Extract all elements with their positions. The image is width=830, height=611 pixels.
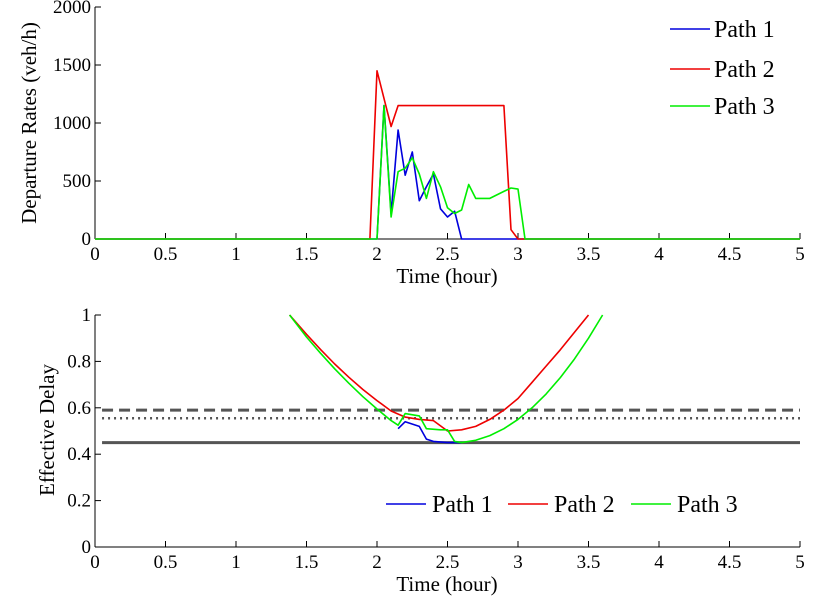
chart1-xtick-label-5: 2.5 [436, 244, 460, 265]
departure-rates-chart: 0 0.5 1 1.5 2 2.5 3 3.5 4 4.5 5 0 500 1000 1500 2000 Ti… [17, 0, 805, 288]
chart1-series [95, 70, 800, 240]
chart1-ytick-label-1: 500 [63, 171, 92, 192]
chart1-xtick-label-2: 1 [231, 244, 241, 265]
chart2-xlabel: Time (hour) [396, 572, 497, 596]
chart2-xtick-label-1: 0.5 [154, 552, 178, 573]
chart2-legend-label-path1: Path 1 [432, 492, 493, 518]
chart1-xlabel: Time (hour) [396, 264, 497, 288]
chart2-xtick-label-7: 3.5 [577, 552, 601, 573]
chart1-series-path2 [95, 70, 800, 240]
chart2-ytick-label-3: 0.6 [67, 398, 91, 419]
chart1-legend-label-path2: Path 2 [714, 57, 775, 83]
chart2-series-path2 [288, 314, 590, 432]
chart1-legend-label-path3: Path 3 [714, 94, 775, 120]
chart2-xtick-label-8: 4 [654, 552, 664, 573]
chart2-xtick-label-4: 2 [372, 552, 382, 573]
chart1-ylabel: Departure Rates (veh/h) [17, 22, 41, 224]
chart1-ytick-label-3: 1500 [53, 55, 91, 76]
chart1-ytick-label-0: 0 [82, 229, 92, 250]
chart1-xtick-label-0: 0 [90, 244, 100, 265]
chart2-legend-label-path3: Path 3 [677, 492, 738, 518]
chart2-series [288, 314, 604, 444]
chart1-xtick-label-7: 3.5 [577, 244, 601, 265]
chart2-ytick-label-1: 0.2 [67, 491, 91, 512]
chart1-series-path1 [95, 104, 800, 240]
chart1-xtick-label-8: 4 [654, 244, 664, 265]
chart2-xtick-label-10: 5 [795, 552, 805, 573]
chart1-legend-label-path1: Path 1 [714, 17, 775, 43]
chart2-ytick-label-5: 1 [82, 305, 92, 326]
chart1-xtick-label-3: 1.5 [295, 244, 319, 265]
chart1-ytick-label-4: 2000 [53, 0, 91, 18]
chart1-xtick-label-4: 2 [372, 244, 382, 265]
chart2-xtick-label-2: 1 [231, 552, 241, 573]
chart1-ytick-label-2: 1000 [53, 113, 91, 134]
chart2-legend-label-path2: Path 2 [554, 492, 615, 518]
chart2-xtick-label-5: 2.5 [436, 552, 460, 573]
chart2-reference-lines [102, 408, 800, 445]
chart1-ticks: 0 0.5 1 1.5 2 2.5 3 3.5 4 4.5 5 0 500 1000 1500 2000 [53, 0, 805, 265]
chart2-xtick-label-9: 4.5 [718, 552, 742, 573]
chart2-series-path3 [288, 314, 604, 444]
chart2-ticks: 0 0.5 1 1.5 2 2.5 3 3.5 4 4.5 5 0 0.2 0.4 0.6 0.8 1 [67, 305, 805, 573]
chart2-ytick-label-4: 0.8 [67, 351, 91, 372]
effective-delay-chart: 0 0.5 1 1.5 2 2.5 3 3.5 4 4.5 5 0 0.2 0.4 0.6 0.8 1 Time… [35, 305, 805, 596]
chart1-xtick-label-1: 0.5 [154, 244, 178, 265]
chart2-series-path1 [397, 420, 462, 444]
chart1-series-path3 [95, 104, 800, 240]
chart2-ytick-label-0: 0 [82, 537, 92, 558]
chart2-ylabel: Effective Delay [35, 364, 59, 496]
chart1-legend: Path 1 Path 2 Path 3 [670, 17, 775, 120]
chart2-legend: Path 1 Path 2 Path 3 [386, 492, 738, 518]
chart1-xtick-label-9: 4.5 [718, 244, 742, 265]
chart1-xtick-label-10: 5 [795, 244, 805, 265]
chart2-ytick-label-2: 0.4 [67, 444, 91, 465]
chart2-xtick-label-3: 1.5 [295, 552, 319, 573]
chart2-xtick-label-0: 0 [90, 552, 100, 573]
chart1-xtick-label-6: 3 [513, 244, 523, 265]
chart2-xtick-label-6: 3 [513, 552, 523, 573]
